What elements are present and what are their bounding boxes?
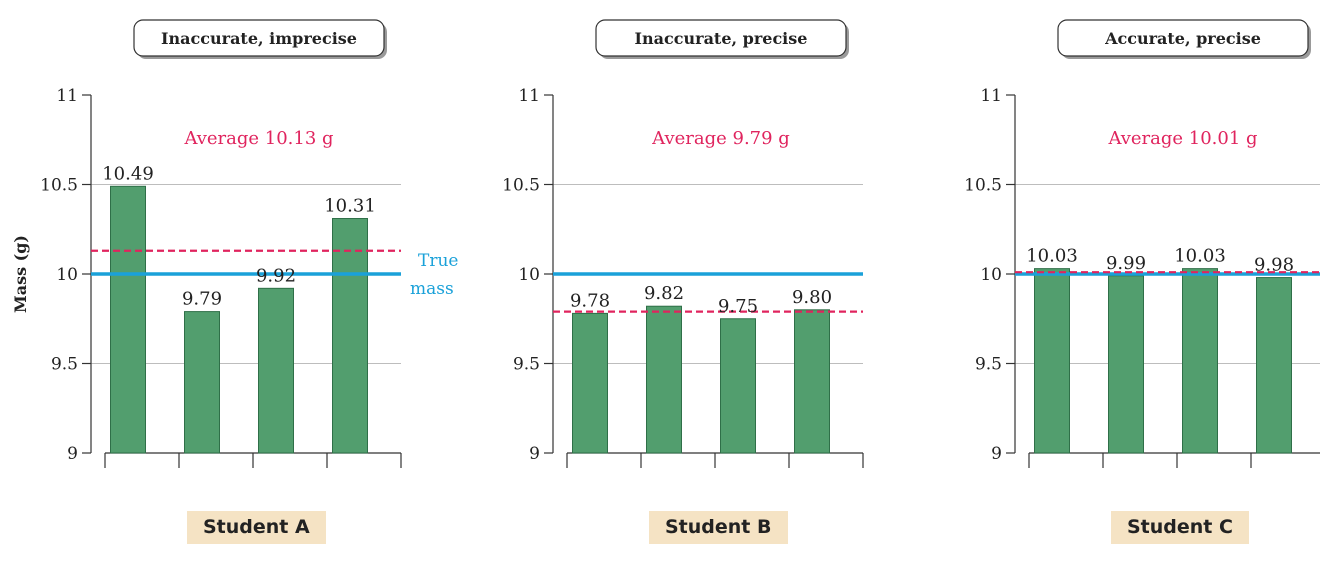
student-c-value-label-3: 10.03	[1174, 246, 1226, 267]
student-a-y-tick-label: 9	[67, 444, 78, 464]
y-axis-title: Mass (g)	[11, 235, 30, 313]
student-b-bar-4	[794, 309, 830, 454]
student-c-title: Accurate, precise	[1104, 29, 1261, 48]
student-b-bar-3	[720, 318, 756, 454]
student-a-bar-3	[258, 287, 294, 454]
student-a-bar-2	[184, 311, 220, 454]
student-c-y-tick-label: 10	[980, 265, 1002, 285]
student-c-value-label-1: 10.03	[1026, 246, 1078, 267]
student-a-y-tick-label: 9.5	[51, 355, 78, 375]
student-c-bar-2	[1108, 275, 1144, 454]
student-b-value-label-1: 9.78	[570, 290, 610, 311]
student-a-bar-1	[110, 185, 146, 454]
student-b-bar-1	[572, 312, 608, 454]
student-c-value-label-2: 9.99	[1106, 253, 1146, 274]
student-a-value-label-1: 10.49	[102, 163, 154, 184]
student-c-y-tick-label: 9	[991, 444, 1002, 464]
student-b-value-label-4: 9.80	[792, 287, 832, 308]
student-c-bar-1	[1034, 268, 1070, 454]
student-c-average-label: Average 10.01 g	[1107, 128, 1257, 149]
student-c-y-tick-label: 11	[980, 86, 1002, 106]
student-b-y-tick-label: 9.5	[513, 355, 540, 375]
student-b-y-tick-label: 9	[529, 444, 540, 464]
student-a-label: Student A	[187, 511, 326, 544]
student-a-bar-4	[332, 218, 368, 454]
student-c-bar-4	[1256, 277, 1292, 454]
student-a-title-box	[133, 19, 385, 57]
student-b-value-label-3: 9.75	[718, 296, 758, 317]
true-mass-label-line-1: True	[418, 251, 458, 271]
student-a-title: Inaccurate, imprecise	[161, 29, 357, 48]
student-a-y-tick-label: 10.5	[40, 176, 78, 196]
student-b-label: Student B	[649, 511, 788, 544]
student-a-y-tick-label: 10	[56, 265, 78, 285]
student-b-average-label: Average 9.79 g	[651, 128, 790, 149]
student-c-title-box	[1057, 19, 1309, 57]
true-mass-label-line-2: mass	[410, 279, 454, 299]
student-b-y-tick-label: 10.5	[502, 176, 540, 196]
student-c-label: Student C	[1111, 511, 1249, 544]
student-c-y-tick-label: 9.5	[975, 355, 1002, 375]
student-a-value-label-3: 9.92	[256, 265, 296, 286]
student-b-bar-2	[646, 305, 682, 454]
student-b-value-label-2: 9.82	[644, 283, 684, 304]
student-a-value-label-2: 9.79	[182, 289, 222, 310]
student-b-y-tick-label: 10	[518, 265, 540, 285]
student-a-value-label-4: 10.31	[324, 196, 376, 217]
student-b-y-tick-label: 11	[518, 86, 540, 106]
student-c-bar-3	[1182, 268, 1218, 454]
student-c-y-tick-label: 10.5	[964, 176, 1002, 196]
student-c-value-label-4: 9.98	[1254, 255, 1294, 276]
student-a-y-tick-label: 11	[56, 86, 78, 106]
student-b-title: Inaccurate, precise	[635, 29, 808, 48]
student-b-title-box	[595, 19, 847, 57]
student-a-average-label: Average 10.13 g	[183, 128, 333, 149]
